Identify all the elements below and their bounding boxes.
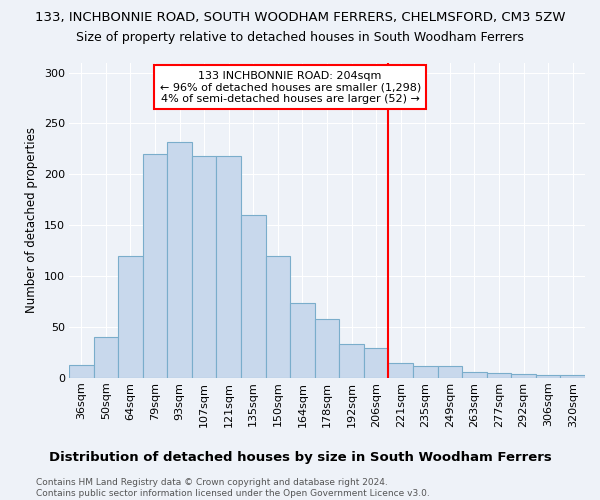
Text: Contains HM Land Registry data © Crown copyright and database right 2024.
Contai: Contains HM Land Registry data © Crown c… [36, 478, 430, 498]
Bar [315, 318, 339, 378]
Y-axis label: Number of detached properties: Number of detached properties [25, 127, 38, 313]
Bar [167, 142, 192, 378]
Bar [364, 348, 388, 378]
Bar [192, 156, 217, 378]
Bar [290, 304, 315, 378]
Bar [388, 364, 413, 378]
Bar [462, 372, 487, 378]
Bar [511, 374, 536, 378]
Bar [69, 366, 94, 378]
Text: Size of property relative to detached houses in South Woodham Ferrers: Size of property relative to detached ho… [76, 31, 524, 44]
Bar [94, 337, 118, 378]
Bar [487, 374, 511, 378]
Bar [143, 154, 167, 378]
Bar [536, 376, 560, 378]
Bar [118, 256, 143, 378]
Text: 133, INCHBONNIE ROAD, SOUTH WOODHAM FERRERS, CHELMSFORD, CM3 5ZW: 133, INCHBONNIE ROAD, SOUTH WOODHAM FERR… [35, 11, 565, 24]
Bar [217, 156, 241, 378]
Text: 133 INCHBONNIE ROAD: 204sqm
← 96% of detached houses are smaller (1,298)
4% of s: 133 INCHBONNIE ROAD: 204sqm ← 96% of det… [160, 70, 421, 104]
Bar [413, 366, 437, 378]
Bar [560, 376, 585, 378]
Bar [241, 215, 266, 378]
Bar [339, 344, 364, 378]
Text: Distribution of detached houses by size in South Woodham Ferrers: Distribution of detached houses by size … [49, 451, 551, 464]
Bar [437, 366, 462, 378]
Bar [266, 256, 290, 378]
